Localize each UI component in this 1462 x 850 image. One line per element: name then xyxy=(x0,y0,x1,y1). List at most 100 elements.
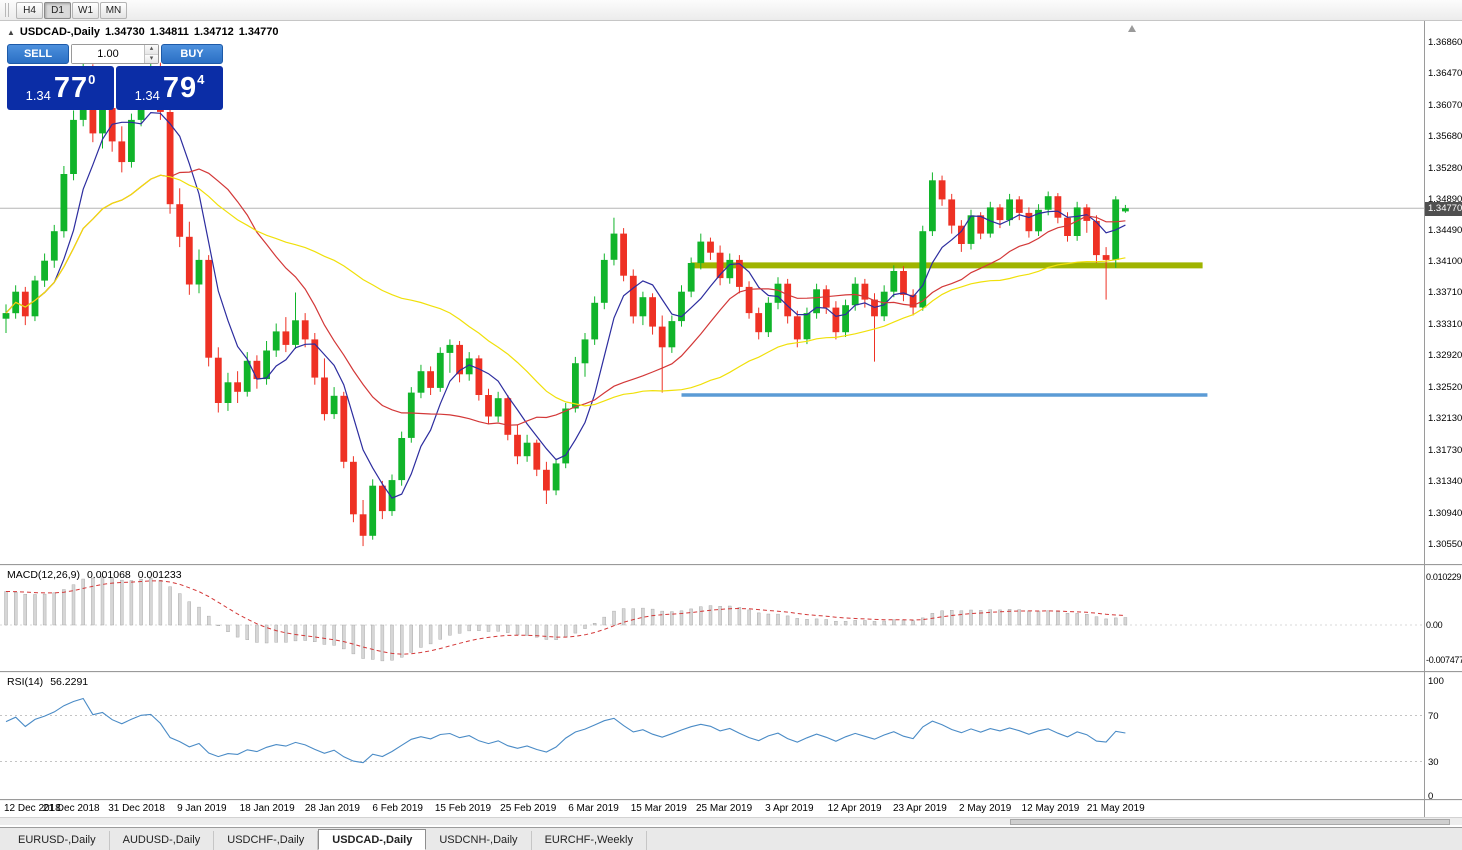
panel-splitter[interactable] xyxy=(0,671,1462,672)
candle-body xyxy=(475,358,483,395)
tab-usdchf-daily[interactable]: USDCHF-,Daily xyxy=(214,831,319,850)
price-axis-label: 1.32520 xyxy=(1428,382,1462,394)
timeframe-h4-button[interactable]: H4 xyxy=(16,1,43,19)
scrollbar-thumb[interactable] xyxy=(1010,819,1450,825)
macd-axis-label: 0.00 xyxy=(1426,620,1443,630)
panel-splitter[interactable] xyxy=(0,564,1462,565)
tab-eurchf-weekly[interactable]: EURCHF-,Weekly xyxy=(532,831,647,850)
macd-histogram-bar xyxy=(843,621,848,626)
macd-histogram-bar xyxy=(950,610,954,626)
date-axis-label: 25 Mar 2019 xyxy=(695,803,753,814)
price-axis[interactable]: 1.34770 1.36860 1.36470 1.36070 1.35680 1.35… xyxy=(1425,21,1462,817)
macd-histogram-bar xyxy=(766,613,771,626)
one-click-trading-toggle-icon[interactable]: ▲ xyxy=(7,27,15,37)
tab-audusd-daily[interactable]: AUDUSD-,Daily xyxy=(110,831,215,850)
macd-signal-line xyxy=(5,580,1126,655)
candle-body xyxy=(533,442,541,470)
candle-body xyxy=(407,392,415,438)
candle-body xyxy=(176,204,184,237)
macd-histogram-bar xyxy=(177,593,182,626)
macd-histogram-bar xyxy=(120,579,124,626)
candle-body xyxy=(1025,212,1033,232)
macd-histogram-bar xyxy=(930,613,935,626)
buy-price-display[interactable]: 1.34 79 4 xyxy=(116,66,223,110)
macd-histogram-bar xyxy=(361,624,365,659)
tab-usdcad-daily[interactable]: USDCAD-,Daily xyxy=(318,829,427,850)
chart-shift-marker[interactable] xyxy=(1128,25,1136,32)
price-axis-label: 1.31730 xyxy=(1428,444,1462,456)
macd-histogram-bar xyxy=(795,618,799,626)
candle-body xyxy=(610,233,618,260)
candle-body xyxy=(379,485,386,512)
moving-average-medium xyxy=(5,168,1126,426)
candle-body xyxy=(166,112,174,205)
macd-histogram-bar xyxy=(1046,610,1050,626)
macd-indicator[interactable] xyxy=(0,566,1424,671)
candle-body xyxy=(890,271,898,292)
tab-usdcnh-daily[interactable]: USDCNH-,Daily xyxy=(426,831,532,850)
macd-signal-value: 0.001233 xyxy=(137,569,182,581)
candle-body xyxy=(50,231,58,261)
rsi-indicator[interactable] xyxy=(0,673,1424,799)
rsi-label: RSI(14) 56.2291 xyxy=(7,676,88,688)
timeframe-mn-button[interactable]: MN xyxy=(100,1,127,19)
macd-histogram-bar xyxy=(554,624,558,641)
sell-price-display[interactable]: 1.34 77 0 xyxy=(7,66,114,110)
macd-histogram-bar xyxy=(419,624,423,648)
date-axis-label: 6 Feb 2019 xyxy=(372,803,423,814)
candle-body xyxy=(977,215,985,234)
macd-histogram-bar xyxy=(824,619,828,626)
macd-histogram-bar xyxy=(380,624,385,662)
toolbar-grip[interactable] xyxy=(5,3,9,17)
panel-splitter[interactable] xyxy=(0,799,1462,800)
candle-body xyxy=(1044,196,1052,210)
macd-histogram-bar xyxy=(168,586,172,626)
candle-body xyxy=(195,259,203,285)
macd-axis-label: -0.007477 xyxy=(1426,655,1462,666)
macd-histogram-bar xyxy=(872,621,877,626)
macd-histogram-bar xyxy=(448,624,452,636)
volume-decrease-button[interactable]: ▾ xyxy=(145,54,158,63)
candle-body xyxy=(822,289,830,308)
macd-histogram-bar xyxy=(718,606,722,626)
macd-histogram-bar xyxy=(1085,614,1089,626)
date-axis-label: 21 May 2019 xyxy=(1086,803,1145,814)
candle-body xyxy=(543,469,550,491)
macd-histogram-bar xyxy=(747,609,751,626)
date-axis-label: 25 Feb 2019 xyxy=(500,803,557,814)
date-axis[interactable]: 12 Dec 2018 21 Dec 2018 31 Dec 2018 9 Jan 2… xyxy=(0,801,1424,817)
price-axis-label: 1.36470 xyxy=(1428,68,1462,79)
tab-eurusd-daily[interactable]: EURUSD-,Daily xyxy=(5,831,110,850)
macd-histogram-bar xyxy=(245,624,250,640)
candle-body xyxy=(552,463,560,491)
sell-button[interactable]: SELL xyxy=(7,44,69,64)
candle-body xyxy=(321,377,328,415)
one-click-trading-panel: SELL ▴ ▾ BUY 1.34 77 0 1.34 xyxy=(7,44,223,110)
chart-ohlc-label: ▲ USDCAD-,Daily 1.34730 1.34811 1.34712 … xyxy=(7,26,278,38)
chart-window: ▲ USDCAD-,Daily 1.34730 1.34811 1.34712 … xyxy=(0,21,1462,827)
candle-body xyxy=(600,259,608,303)
buy-button[interactable]: BUY xyxy=(161,44,223,64)
candle-body xyxy=(687,263,695,292)
volume-increase-button[interactable]: ▴ xyxy=(145,45,158,55)
timeframe-d1-button[interactable]: D1 xyxy=(44,1,71,19)
macd-histogram-bar xyxy=(1114,617,1118,626)
candle-body xyxy=(70,119,77,174)
chart-tabs-bar: EURUSD-,Daily AUDUSD-,Daily USDCHF-,Dail… xyxy=(0,827,1462,850)
candle-body xyxy=(60,174,68,232)
chart-symbol: USDCAD-,Daily xyxy=(19,26,100,38)
candle-body xyxy=(118,141,126,163)
horizontal-scrollbar[interactable] xyxy=(0,817,1462,825)
price-axis-label: 1.30940 xyxy=(1428,507,1462,519)
volume-input[interactable] xyxy=(72,45,144,63)
candle-body xyxy=(436,352,444,388)
candle-body xyxy=(774,283,782,303)
price-axis-label: 1.34100 xyxy=(1428,256,1462,268)
date-axis-label: 12 Dec 2018 xyxy=(4,803,61,814)
rsi-name: RSI(14) xyxy=(7,676,44,688)
rsi-line xyxy=(5,697,1126,764)
candle-body xyxy=(31,280,39,317)
timeframe-w1-button[interactable]: W1 xyxy=(72,1,99,19)
price-axis-label: 1.33710 xyxy=(1428,287,1462,299)
macd-histogram-bar xyxy=(264,624,269,644)
